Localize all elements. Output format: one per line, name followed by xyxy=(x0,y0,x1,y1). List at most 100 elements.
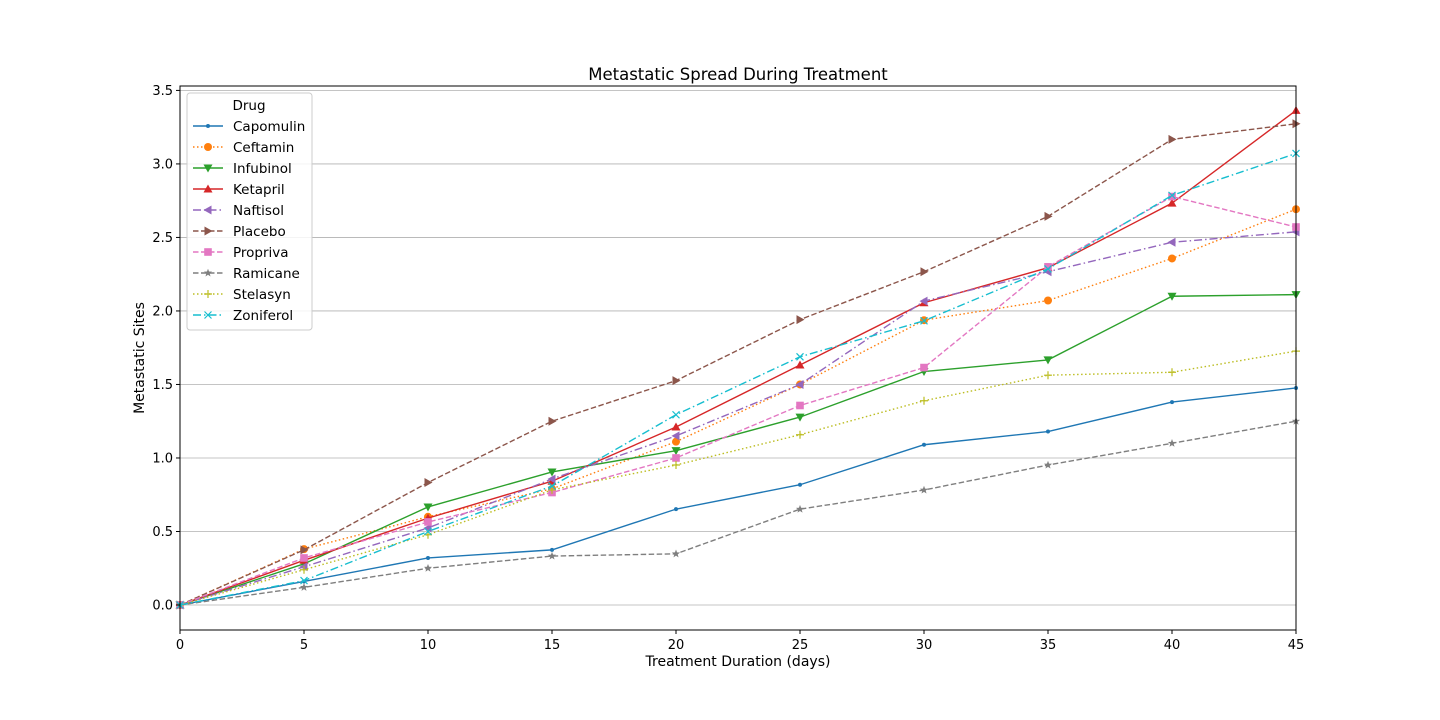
legend-label-infubinol: Infubinol xyxy=(233,161,292,177)
y-axis-ticks: 0.0 0.5 1.0 1.5 2.0 2.5 3.0 3.5 xyxy=(152,84,180,614)
data-point-zoniferol xyxy=(424,527,432,536)
data-point-propriva xyxy=(1168,192,1176,201)
legend-items: Capomulin Ceftamin Infubinol Ketapril Naftis… xyxy=(193,119,305,324)
x-axis-label: Treatment Duration (days) xyxy=(645,654,831,670)
data-point-stelasyn xyxy=(1044,371,1052,380)
legend-label-ketapril: Ketapril xyxy=(233,182,285,198)
series-naftisol xyxy=(175,227,1300,610)
data-point-propriva xyxy=(796,401,804,410)
data-point-stelasyn xyxy=(796,430,804,439)
data-point-capomulin xyxy=(922,442,926,447)
legend-marker-capomulin xyxy=(206,124,210,128)
data-point-ceftamin xyxy=(1044,296,1052,305)
series-line-ketapril xyxy=(179,109,1297,606)
data-point-capomulin xyxy=(674,507,678,512)
data-point-capomulin xyxy=(1046,429,1050,434)
data-point-ceftamin xyxy=(1168,254,1176,263)
legend-item-infubinol: Infubinol xyxy=(193,161,292,177)
legend-item-propriva: Propriva xyxy=(193,245,289,261)
data-point-ramicane xyxy=(1167,438,1177,447)
data-point-ramicane xyxy=(919,485,929,494)
series-ramicane xyxy=(175,416,1301,609)
legend-item-ramicane: Ramicane xyxy=(193,266,300,282)
legend-marker-stelasyn xyxy=(204,290,212,298)
series-capomulin xyxy=(178,385,1298,608)
data-point-ramicane xyxy=(547,551,557,560)
x-tick-label: 10 xyxy=(420,638,437,653)
data-point-placebo xyxy=(424,478,433,488)
data-point-placebo xyxy=(1168,134,1177,144)
x-tick-label: 40 xyxy=(1164,638,1181,653)
data-point-infubinol xyxy=(1167,292,1177,301)
data-point-infubinol xyxy=(547,468,557,477)
data-point-propriva xyxy=(672,454,680,462)
data-point-propriva xyxy=(424,518,432,526)
data-point-capomulin xyxy=(426,555,430,560)
y-tick-label: 0.5 xyxy=(152,525,173,540)
y-tick-label: 2.0 xyxy=(152,304,173,319)
data-point-placebo xyxy=(796,315,805,325)
x-axis-ticks: 0 5 10 15 20 25 30 35 40 45 xyxy=(176,630,1304,653)
series-placebo xyxy=(176,119,1301,610)
x-tick-label: 45 xyxy=(1288,638,1305,653)
data-point-naftisol xyxy=(547,474,556,484)
x-tick-label: 30 xyxy=(916,638,933,653)
legend-label-propriva: Propriva xyxy=(233,245,289,261)
data-point-ketapril xyxy=(1167,198,1177,207)
data-point-placebo xyxy=(548,416,557,426)
y-tick-label: 1.0 xyxy=(152,451,173,466)
data-point-ramicane xyxy=(299,583,309,591)
legend-item-ceftamin: Ceftamin xyxy=(193,140,294,156)
legend-item-capomulin: Capomulin xyxy=(193,119,305,135)
legend-item-naftisol: Naftisol xyxy=(193,203,284,219)
data-point-capomulin xyxy=(550,547,554,552)
legend-item-placebo: Placebo xyxy=(193,224,286,240)
legend-marker-propriva xyxy=(204,248,212,256)
series-line-stelasyn xyxy=(179,350,1297,606)
series-zoniferol xyxy=(176,149,1300,609)
legend-label-ramicane: Ramicane xyxy=(233,266,300,282)
legend-label-placebo: Placebo xyxy=(233,224,286,240)
legend-box xyxy=(186,92,313,331)
data-point-stelasyn xyxy=(548,485,556,494)
data-point-ramicane xyxy=(795,504,805,513)
chart-title: Metastatic Spread During Treatment xyxy=(588,65,888,84)
data-point-ramicane xyxy=(671,549,681,558)
data-point-stelasyn xyxy=(672,461,680,470)
data-point-ceftamin xyxy=(672,437,680,446)
data-point-ketapril xyxy=(795,360,805,369)
legend: Drug Capomulin Ceftamin Infubinol Ketapril N… xyxy=(186,92,313,331)
data-point-naftisol xyxy=(795,379,804,389)
legend-marker-zoniferol xyxy=(204,311,212,319)
data-point-zoniferol xyxy=(920,316,928,325)
data-point-placebo xyxy=(920,267,929,277)
legend-label-ceftamin: Ceftamin xyxy=(233,140,294,156)
data-point-zoniferol xyxy=(1168,191,1176,200)
legend-label-naftisol: Naftisol xyxy=(233,203,284,219)
data-point-stelasyn xyxy=(300,565,308,574)
legend-label-capomulin: Capomulin xyxy=(233,119,305,135)
data-point-zoniferol xyxy=(796,352,804,361)
legend-marker-ketapril xyxy=(203,184,213,193)
gridlines xyxy=(180,90,1296,606)
series-line-ramicane xyxy=(179,420,1297,606)
y-tick-label: 0.0 xyxy=(152,599,173,614)
series-ceftamin xyxy=(176,205,1300,610)
data-point-placebo xyxy=(672,376,681,386)
legend-label-zoniferol: Zoniferol xyxy=(233,308,293,324)
legend-marker-placebo xyxy=(204,226,213,236)
y-axis-label: Metastatic Sites xyxy=(132,302,148,414)
data-point-capomulin xyxy=(798,482,802,487)
x-tick-label: 15 xyxy=(544,638,561,653)
data-point-infubinol xyxy=(423,503,433,512)
data-point-ketapril xyxy=(671,422,681,431)
data-point-propriva xyxy=(920,363,928,372)
legend-item-ketapril: Ketapril xyxy=(193,182,285,198)
plot-frame xyxy=(179,85,1297,631)
legend-label-stelasyn: Stelasyn xyxy=(233,287,291,303)
legend-title: Drug xyxy=(232,98,265,114)
data-point-infubinol xyxy=(795,413,805,422)
series-line-naftisol xyxy=(179,231,1297,606)
data-point-naftisol xyxy=(671,431,680,441)
data-point-zoniferol xyxy=(672,410,680,419)
